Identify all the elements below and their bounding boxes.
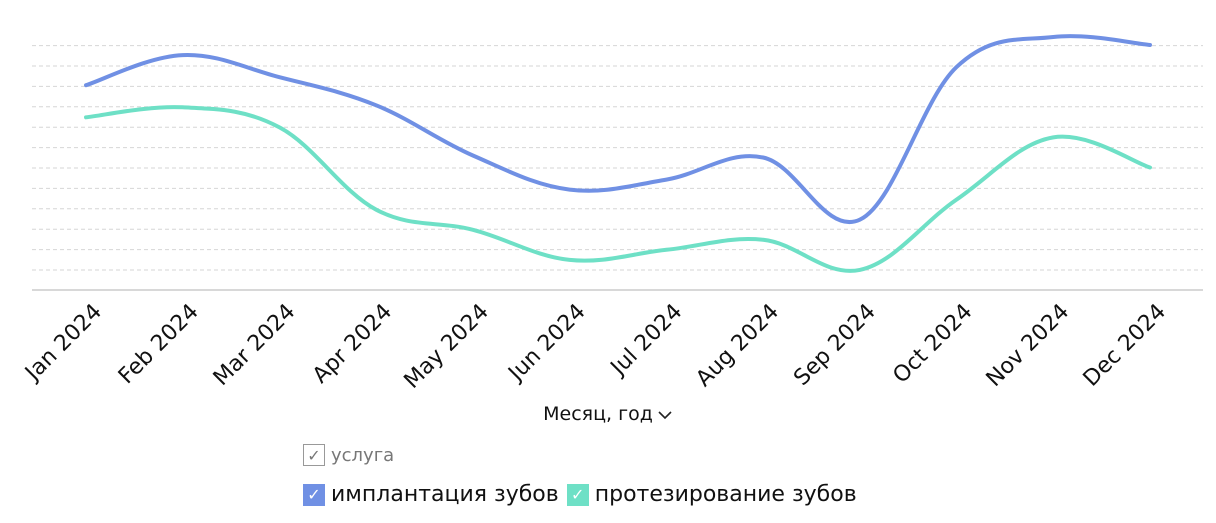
x-tick-label: Dec 2024 (1079, 299, 1171, 391)
legend-checkbox-prosthetics[interactable]: ✓ (566, 483, 589, 506)
legend-label-implantation: имплантация зубов (331, 482, 559, 507)
x-axis-title-text: Месяц, год (543, 403, 653, 425)
grid-lines (32, 45, 1203, 271)
x-tick-label: Oct 2024 (888, 299, 977, 388)
x-tick-label: Nov 2024 (982, 299, 1075, 392)
x-tick-label: Apr 2024 (308, 299, 397, 388)
series-line-prosthetics[interactable] (84, 105, 1152, 273)
x-tick-label: Jul 2024 (605, 299, 687, 381)
legend-title-checkbox[interactable]: ✓ (303, 444, 325, 466)
x-tick-label: May 2024 (400, 299, 494, 393)
x-tick-label: Jun 2024 (503, 299, 591, 387)
legend-checkbox-implantation[interactable]: ✓ (303, 483, 325, 506)
x-tick-label: Jan 2024 (19, 299, 107, 387)
line-chart: Jan 2024 Feb 2024 Mar 2024 Apr 2024 May 2024… (19, 34, 1203, 394)
legend-item-prosthetics[interactable]: ✓ протезирование зубов (566, 482, 857, 507)
x-tick-label: Sep 2024 (789, 299, 881, 391)
series-layer (84, 34, 1152, 273)
series-line-implantation[interactable] (84, 34, 1152, 224)
x-tick-label: Aug 2024 (691, 299, 784, 392)
x-tick-label: Mar 2024 (209, 299, 301, 391)
legend-item-implantation[interactable]: ✓ имплантация зубов (303, 482, 559, 507)
x-tick-labels: Jan 2024 Feb 2024 Mar 2024 Apr 2024 May 2024… (19, 299, 1171, 393)
legend-title-row: ✓ услуга (303, 444, 394, 466)
x-tick-label: Feb 2024 (114, 299, 204, 389)
chevron-down-icon (657, 404, 673, 426)
legend-label-prosthetics: протезирование зубов (594, 482, 857, 507)
legend: ✓ имплантация зубов ✓ протезирование зуб… (303, 482, 865, 507)
x-axis-title[interactable]: Месяц, год (0, 403, 1216, 426)
legend-title: услуга (331, 444, 395, 466)
